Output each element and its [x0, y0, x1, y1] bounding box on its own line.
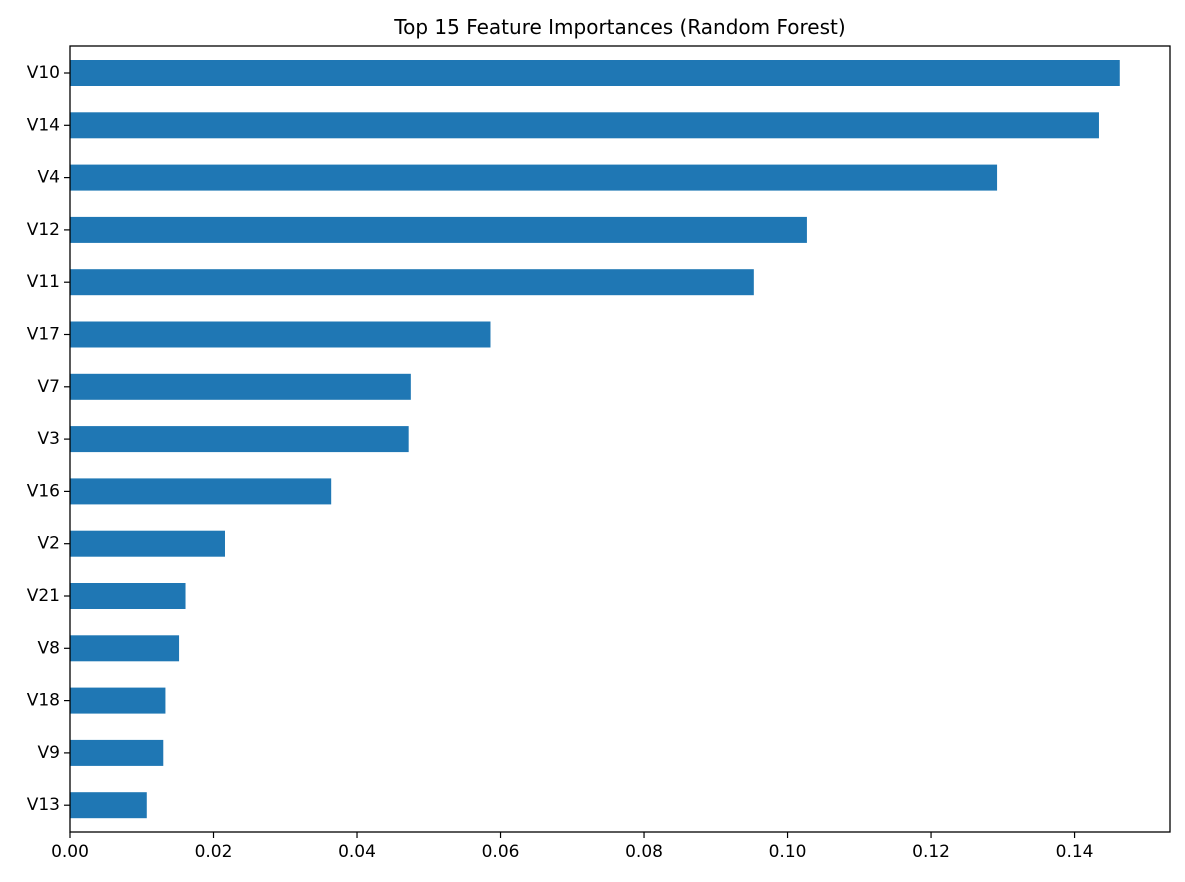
x-tick-label: 0.06 — [482, 842, 520, 862]
y-tick-label: V12 — [27, 220, 60, 240]
plot-frame — [69, 45, 1171, 833]
bar-v14 — [70, 112, 1099, 139]
x-tick-label: 0.00 — [51, 842, 89, 862]
bar-v7 — [70, 373, 411, 400]
bar-v10 — [70, 60, 1120, 86]
bar-v3 — [70, 426, 409, 453]
chart-title: Top 15 Feature Importances (Random Fores… — [393, 15, 845, 39]
x-tick-label: 0.12 — [912, 842, 950, 862]
x-tick-label: 0.14 — [1056, 842, 1094, 862]
y-tick-label: V2 — [38, 534, 60, 554]
y-tick-label: V7 — [38, 377, 60, 397]
y-tick-label: V21 — [27, 586, 60, 606]
bar-v13 — [70, 792, 147, 819]
bars-group — [70, 60, 1120, 819]
bar-v18 — [70, 687, 166, 714]
bar-v2 — [70, 530, 225, 557]
x-axis: 0.00 0.02 0.04 0.06 0.08 0.10 0.12 0.14 — [51, 832, 1093, 862]
y-tick-label: V11 — [27, 272, 60, 292]
y-tick-label: V18 — [27, 691, 60, 711]
bar-v17 — [70, 321, 491, 348]
x-tick-label: 0.10 — [769, 842, 807, 862]
y-tick-label: V4 — [38, 168, 60, 188]
bar-v4 — [70, 164, 998, 191]
y-tick-label: V9 — [38, 743, 60, 763]
bar-v16 — [70, 478, 332, 505]
x-tick-label: 0.02 — [195, 842, 233, 862]
bar-v9 — [70, 739, 164, 766]
y-tick-label: V13 — [27, 795, 60, 815]
bar-v21 — [70, 583, 186, 609]
y-tick-label: V16 — [27, 481, 60, 501]
y-tick-label: V10 — [27, 63, 60, 83]
y-axis: V10 V14 V4 V12 V11 V17 V7 V3 V16 V2 V21 V8 V18 V9 V13 — [27, 63, 70, 815]
bar-v12 — [70, 216, 807, 243]
x-tick-label: 0.04 — [338, 842, 376, 862]
y-tick-label: V3 — [38, 429, 60, 449]
bar-v8 — [70, 635, 180, 662]
y-tick-label: V14 — [27, 115, 60, 135]
y-tick-label: V17 — [27, 325, 60, 345]
bar-v11 — [70, 269, 754, 296]
y-tick-label: V8 — [38, 638, 60, 658]
x-tick-label: 0.08 — [625, 842, 663, 862]
